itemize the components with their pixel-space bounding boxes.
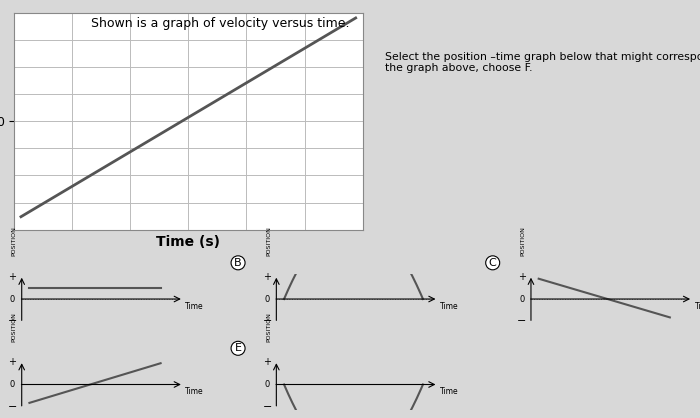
Text: C: C <box>489 258 496 268</box>
Text: Time: Time <box>186 302 204 311</box>
Text: Shown is a graph of velocity versus time.: Shown is a graph of velocity versus time… <box>91 17 349 30</box>
Text: POSITION: POSITION <box>266 312 271 342</box>
Text: 0: 0 <box>265 380 270 389</box>
Text: 0: 0 <box>265 295 270 303</box>
Text: Time: Time <box>440 302 459 311</box>
Text: 0: 0 <box>10 380 15 389</box>
Text: 0: 0 <box>10 295 15 303</box>
Text: +: + <box>8 272 17 282</box>
Text: POSITION: POSITION <box>11 227 17 256</box>
Text: +: + <box>263 357 271 367</box>
Text: POSITION: POSITION <box>266 227 271 256</box>
Text: Time: Time <box>186 387 204 396</box>
Text: −: − <box>8 316 17 326</box>
Text: Time: Time <box>694 302 700 311</box>
Text: −: − <box>8 402 17 412</box>
Text: +: + <box>263 272 271 282</box>
Text: −: − <box>262 402 272 412</box>
Text: Time: Time <box>440 387 459 396</box>
Text: −: − <box>517 316 526 326</box>
Text: Select the position –time graph below that might correspond to this graph. If no: Select the position –time graph below th… <box>386 52 700 73</box>
Text: POSITION: POSITION <box>521 227 526 256</box>
Text: 0: 0 <box>519 295 524 303</box>
Text: E: E <box>234 343 241 353</box>
Text: −: − <box>262 316 272 326</box>
Text: POSITION: POSITION <box>11 312 17 342</box>
Text: +: + <box>518 272 526 282</box>
X-axis label: Time (s): Time (s) <box>156 235 220 249</box>
Text: +: + <box>8 357 17 367</box>
Text: B: B <box>234 258 242 268</box>
